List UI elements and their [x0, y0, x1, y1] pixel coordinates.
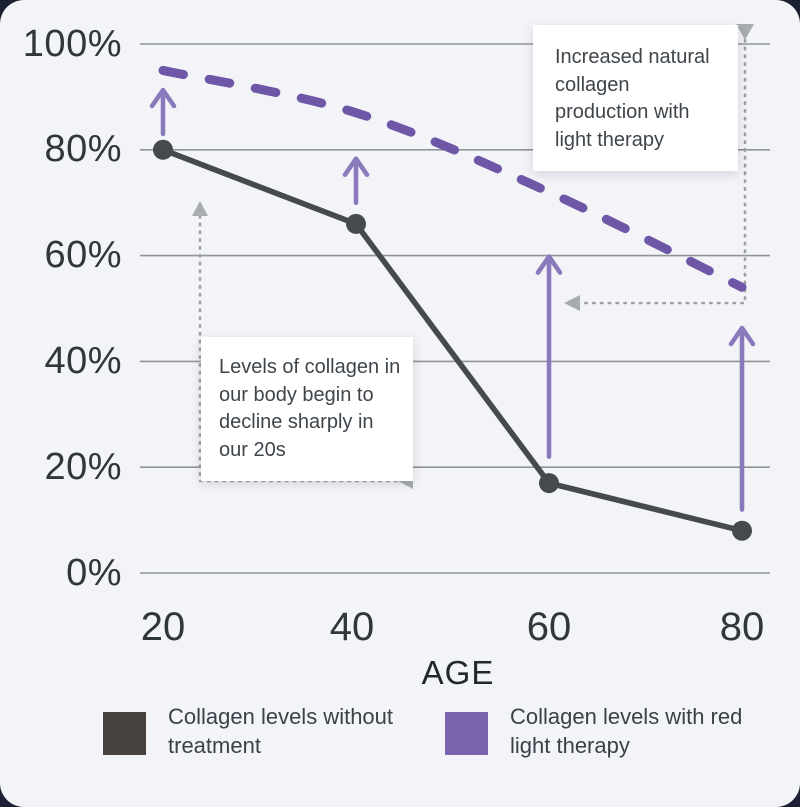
y-tick-40: 40%	[44, 340, 122, 382]
legend-swatch-red-light-therapy	[445, 712, 488, 755]
annotation-decline-text: Levels of collagen in our body begin to …	[219, 356, 401, 461]
connector-decline-line	[198, 214, 402, 483]
series-red-light-therapy-line	[158, 65, 747, 292]
y-tick-60: 60%	[44, 234, 122, 276]
triangle-up-icon	[192, 201, 208, 216]
increase-arrow-head-icon-age-80	[728, 325, 756, 347]
data-point-age-40	[346, 213, 366, 234]
annotation-light-therapy: Increased natural collagen production wi…	[533, 25, 738, 171]
annotation-decline: Levels of collagen in our body begin to …	[201, 337, 413, 481]
data-point-age-80	[732, 520, 752, 541]
x-tick-60: 60	[526, 605, 572, 649]
x-tick-20: 20	[140, 605, 186, 649]
increase-arrow-head-icon-age-20	[149, 87, 177, 109]
connector-light-therapy-line	[565, 38, 747, 305]
y-tick-0: 0%	[66, 552, 122, 594]
annotation-light-therapy-text: Increased natural collagen production wi…	[555, 46, 710, 151]
series-without-treatment-line	[160, 147, 745, 534]
triangle-left-icon	[564, 295, 580, 311]
y-tick-80: 80%	[44, 128, 122, 170]
x-tick-80: 80	[719, 605, 765, 649]
data-point-age-60	[539, 473, 559, 494]
legend-swatch-without-treatment	[103, 712, 146, 755]
legend-label-without-treatment: Collagen levels without treatment	[168, 704, 394, 758]
increase-arrow-head-icon-age-40	[342, 156, 370, 177]
triangle-down-icon	[736, 24, 754, 40]
data-point-age-20	[153, 139, 173, 160]
x-axis-title: AGE	[421, 654, 495, 691]
y-tick-20: 20%	[44, 446, 122, 488]
x-tick-40: 40	[329, 605, 375, 649]
y-tick-100: 100%	[22, 23, 122, 65]
increase-arrow-head-icon-age-60	[535, 254, 563, 275]
legend-label-red-light-therapy: Collagen levels with red light therapy	[510, 704, 743, 758]
